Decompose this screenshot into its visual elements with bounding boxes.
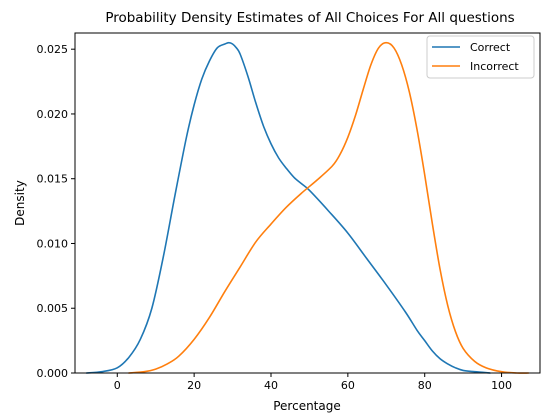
y-tick-label: 0.025 bbox=[37, 43, 69, 56]
series-line-incorrect bbox=[128, 41, 530, 374]
chart-title: Probability Density Estimates of All Cho… bbox=[105, 10, 514, 26]
y-tick-label: 0.020 bbox=[37, 108, 69, 121]
x-axis: 0 20 40 60 80 100 bbox=[114, 373, 512, 392]
x-axis-title: Percentage bbox=[273, 399, 341, 413]
legend-label-incorrect: Incorrect bbox=[470, 60, 519, 73]
legend-label-correct: Correct bbox=[470, 41, 511, 54]
x-tick-label: 20 bbox=[187, 379, 201, 392]
x-tick-label: 100 bbox=[491, 379, 512, 392]
x-tick-label: 40 bbox=[264, 379, 278, 392]
legend: Correct Incorrect bbox=[426, 35, 535, 79]
x-tick-label: 0 bbox=[114, 379, 121, 392]
x-tick-label: 60 bbox=[341, 379, 355, 392]
series-layer bbox=[85, 41, 530, 374]
y-tick-label: 0.005 bbox=[37, 302, 69, 315]
y-axis: 0.000 0.005 0.010 0.015 0.020 0.025 bbox=[37, 43, 75, 380]
y-tick-label: 0.000 bbox=[37, 367, 69, 380]
x-tick-label: 80 bbox=[418, 379, 432, 392]
y-axis-title: Density bbox=[13, 180, 27, 226]
plot-frame bbox=[74, 32, 541, 374]
series-line-correct bbox=[85, 41, 491, 374]
y-tick-label: 0.010 bbox=[37, 237, 69, 250]
y-tick-label: 0.015 bbox=[37, 173, 69, 186]
